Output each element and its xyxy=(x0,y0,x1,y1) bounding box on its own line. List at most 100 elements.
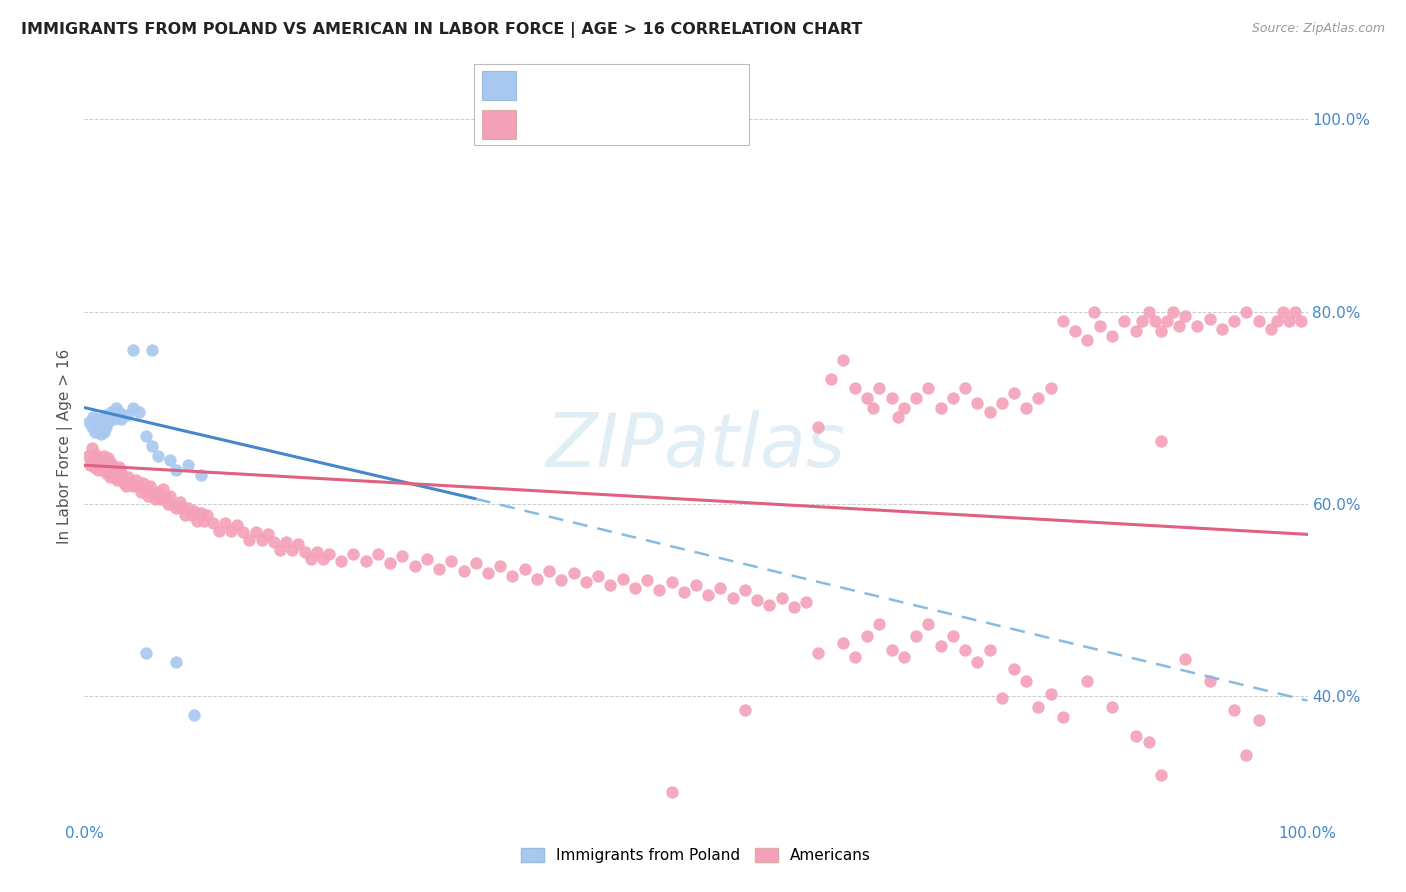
Point xyxy=(550,574,572,588)
Point xyxy=(1223,314,1246,328)
Point xyxy=(115,479,138,493)
Point xyxy=(1247,713,1270,727)
Point xyxy=(172,501,194,516)
Point xyxy=(250,533,273,548)
Point xyxy=(159,453,181,467)
Point xyxy=(135,482,157,496)
Point xyxy=(942,629,965,643)
Point xyxy=(1174,652,1197,666)
Point xyxy=(159,489,181,503)
Point xyxy=(165,501,187,516)
Point xyxy=(453,564,475,578)
Point xyxy=(83,460,105,475)
Point xyxy=(1039,687,1062,701)
Point xyxy=(636,574,658,588)
Point xyxy=(404,559,426,574)
Point xyxy=(734,703,756,717)
Point xyxy=(1101,700,1123,714)
Point xyxy=(165,463,187,477)
FancyBboxPatch shape xyxy=(482,71,516,100)
Point xyxy=(1265,314,1288,328)
Point xyxy=(257,527,280,541)
Point xyxy=(173,508,195,523)
Point xyxy=(330,554,353,568)
Text: IMMIGRANTS FROM POLAND VS AMERICAN IN LABOR FORCE | AGE > 16 CORRELATION CHART: IMMIGRANTS FROM POLAND VS AMERICAN IN LA… xyxy=(21,22,862,38)
Point xyxy=(139,479,162,493)
Point xyxy=(1174,310,1197,324)
Point xyxy=(152,482,174,496)
Point xyxy=(86,417,108,432)
Point xyxy=(367,547,389,561)
Point xyxy=(128,405,150,419)
Point xyxy=(94,409,117,423)
Point xyxy=(575,575,598,590)
Point xyxy=(1137,304,1160,318)
Point xyxy=(1143,314,1166,328)
Point xyxy=(721,591,744,605)
Point xyxy=(1161,304,1184,318)
Point xyxy=(917,381,939,395)
Point xyxy=(100,405,122,419)
Point xyxy=(136,489,159,503)
Point xyxy=(1015,401,1038,415)
Point xyxy=(84,425,107,439)
Point xyxy=(263,535,285,549)
Point xyxy=(1150,767,1173,781)
Point xyxy=(624,581,647,595)
Point xyxy=(287,537,309,551)
Point xyxy=(1002,662,1025,676)
Point xyxy=(1088,318,1111,333)
Point xyxy=(183,504,205,518)
Point xyxy=(953,381,976,395)
Point xyxy=(318,547,340,561)
Point xyxy=(115,409,138,423)
Point xyxy=(84,447,107,461)
Point xyxy=(80,419,103,434)
Point xyxy=(917,616,939,631)
Point xyxy=(96,419,118,434)
Point xyxy=(141,343,163,357)
Point xyxy=(90,453,112,467)
Point xyxy=(942,391,965,405)
Point xyxy=(661,575,683,590)
Text: N =: N = xyxy=(645,78,679,94)
Point xyxy=(464,556,486,570)
Point xyxy=(416,552,439,566)
Point xyxy=(1211,322,1233,336)
Point xyxy=(1150,324,1173,338)
Point xyxy=(1125,324,1147,338)
Point xyxy=(1247,314,1270,328)
Point xyxy=(513,562,536,576)
Point xyxy=(1150,434,1173,449)
Point xyxy=(129,485,152,500)
Point xyxy=(104,469,127,483)
Text: -0.092: -0.092 xyxy=(567,116,621,131)
Point xyxy=(87,463,110,477)
Point xyxy=(979,405,1001,419)
Point xyxy=(276,535,298,549)
Text: -0.233: -0.233 xyxy=(567,78,621,94)
Point xyxy=(122,479,145,493)
Point xyxy=(186,514,208,528)
Point xyxy=(238,533,260,548)
Point xyxy=(880,391,903,405)
Point xyxy=(1223,703,1246,717)
Point xyxy=(226,517,249,532)
Point xyxy=(1052,710,1074,724)
Point xyxy=(685,578,707,592)
Point xyxy=(1137,735,1160,749)
Point xyxy=(135,429,157,443)
Point xyxy=(783,600,806,615)
Point xyxy=(991,396,1014,410)
Point xyxy=(107,405,129,419)
Point xyxy=(856,391,879,405)
FancyBboxPatch shape xyxy=(474,64,749,145)
Point xyxy=(120,475,142,490)
Point xyxy=(97,415,120,429)
Point xyxy=(979,642,1001,657)
Point xyxy=(1083,304,1105,318)
Point xyxy=(929,639,952,653)
Point xyxy=(1125,729,1147,743)
Point xyxy=(83,415,105,429)
Point xyxy=(758,598,780,612)
